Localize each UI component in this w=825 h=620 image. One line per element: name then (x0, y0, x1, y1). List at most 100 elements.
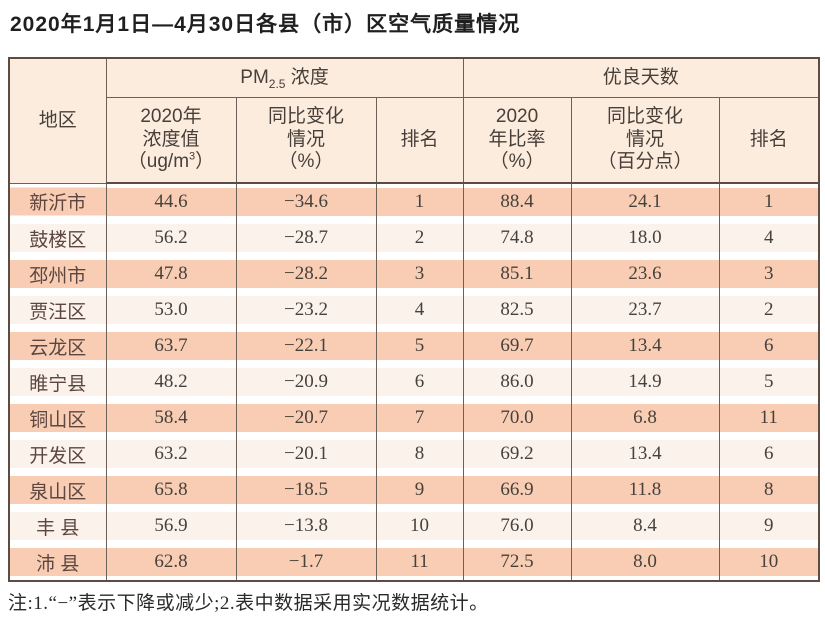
days-rank-cell: 2 (718, 292, 820, 328)
pm-change-cell: −20.1 (235, 436, 377, 472)
table-row: 丰 县 56.9 −13.8 10 76.0 8.4 9 (8, 508, 820, 544)
days-rank-cell: 4 (718, 220, 820, 256)
days-rate-cell: 86.0 (462, 364, 572, 400)
days-change-cell: 13.4 (570, 328, 720, 364)
table-row: 鼓楼区 56.2 −28.7 2 74.8 18.0 4 (8, 220, 820, 256)
days-rate-cell: 70.0 (462, 400, 572, 436)
pm-rank-cell: 3 (375, 256, 464, 292)
days-rank-cell: 1 (718, 183, 820, 220)
days-change-cell: 14.9 (570, 364, 720, 400)
region-cell: 贾汪区 (8, 292, 107, 328)
days-rate-cell: 74.8 (462, 220, 572, 256)
days-rank-cell: 5 (718, 364, 820, 400)
pm-change-cell: −34.6 (235, 183, 377, 220)
header-pm-change: 同比变化 情况 （%） (235, 97, 377, 184)
pm-value-cell: 58.4 (105, 400, 237, 436)
days-change-cell: 11.8 (570, 472, 720, 508)
table-row: 邳州市 47.8 −28.2 3 85.1 23.6 3 (8, 256, 820, 292)
region-cell: 云龙区 (8, 328, 107, 364)
table-row: 贾汪区 53.0 −23.2 4 82.5 23.7 2 (8, 292, 820, 328)
table-body: 新沂市 44.6 −34.6 1 88.4 24.1 1 鼓楼区 56.2 −2… (8, 183, 820, 581)
region-cell: 鼓楼区 (8, 220, 107, 256)
pm-value-cell: 56.2 (105, 220, 237, 256)
days-rate-cell: 72.5 (462, 544, 572, 581)
table-row: 新沂市 44.6 −34.6 1 88.4 24.1 1 (8, 183, 820, 220)
days-rate-cell: 88.4 (462, 183, 572, 220)
pm-change-cell: −18.5 (235, 472, 377, 508)
days-change-cell: 23.7 (570, 292, 720, 328)
days-change-cell: 6.8 (570, 400, 720, 436)
cubic-superscript: 3 (189, 150, 196, 163)
header-pm-rank: 排名 (375, 97, 464, 184)
header-region: 地区 (8, 57, 107, 184)
region-cell: 睢宁县 (8, 364, 107, 400)
days-rate-cell: 66.9 (462, 472, 572, 508)
days-rank-cell: 6 (718, 328, 820, 364)
header-sub-row: 2020年 浓度值 （ug/m3） 同比变化 情况 （%） 排名 2020 年比… (9, 97, 820, 184)
pm-value-cell: 47.8 (105, 256, 237, 292)
pm-value-cell: 63.7 (105, 328, 237, 364)
table-row: 云龙区 63.7 −22.1 5 69.7 13.4 6 (8, 328, 820, 364)
pm-rank-cell: 2 (375, 220, 464, 256)
header-group-pm25: PM2.5 浓度 (105, 57, 464, 98)
region-cell: 丰 县 (8, 508, 107, 544)
page-title: 2020年1月1日—4月30日各县（市）区空气质量情况 (10, 13, 521, 36)
pm-change-cell: −1.7 (235, 544, 377, 581)
days-change-cell: 13.4 (570, 436, 720, 472)
days-change-cell: 8.4 (570, 508, 720, 544)
table-header: 地区 PM2.5 浓度 优良天数 2020年 浓度值 （ug/m3） 同比变化 … (8, 57, 820, 184)
pm-change-cell: −13.8 (235, 508, 377, 544)
header-pm-value: 2020年 浓度值 （ug/m3） (105, 97, 237, 184)
days-rate-cell: 69.7 (462, 328, 572, 364)
pm-rank-cell: 10 (375, 508, 464, 544)
pm-value-cell: 53.0 (105, 292, 237, 328)
pm-value-cell: 65.8 (105, 472, 237, 508)
header-days-rank: 排名 (718, 97, 820, 184)
pm-change-cell: −23.2 (235, 292, 377, 328)
pm-change-cell: −20.7 (235, 400, 377, 436)
header-group-row: 地区 PM2.5 浓度 优良天数 (8, 57, 820, 184)
table-row: 沛 县 62.8 −1.7 11 72.5 8.0 10 (8, 544, 820, 581)
table-row: 开发区 63.2 −20.1 8 69.2 13.4 6 (8, 436, 820, 472)
region-cell: 沛 县 (8, 544, 107, 581)
days-rank-cell: 6 (718, 436, 820, 472)
days-rate-cell: 82.5 (462, 292, 572, 328)
days-rate-cell: 85.1 (462, 256, 572, 292)
pm-change-cell: −20.9 (235, 364, 377, 400)
pm-change-cell: −28.7 (235, 220, 377, 256)
days-change-cell: 23.6 (570, 256, 720, 292)
header-group-good-days: 优良天数 (462, 57, 820, 98)
days-rank-cell: 3 (718, 256, 820, 292)
pm-rank-cell: 9 (375, 472, 464, 508)
table-row: 铜山区 58.4 −20.7 7 70.0 6.8 11 (8, 400, 820, 436)
pm-change-cell: −28.2 (235, 256, 377, 292)
pm-rank-cell: 4 (375, 292, 464, 328)
pm25-subscript: 2.5 (268, 76, 286, 91)
header-days-rate: 2020 年比率 （%） (462, 97, 572, 184)
pm-rank-cell: 1 (375, 183, 464, 220)
days-rank-cell: 11 (718, 400, 820, 436)
region-cell: 泉山区 (8, 472, 107, 508)
days-change-cell: 24.1 (570, 183, 720, 220)
region-cell: 邳州市 (8, 256, 107, 292)
pm-value-cell: 62.8 (105, 544, 237, 581)
pm-rank-cell: 6 (375, 364, 464, 400)
air-quality-table: 地区 PM2.5 浓度 优良天数 2020年 浓度值 （ug/m3） 同比变化 … (8, 57, 821, 582)
pm-value-cell: 44.6 (105, 183, 237, 220)
days-change-cell: 8.0 (570, 544, 720, 581)
table-row: 泉山区 65.8 −18.5 9 66.9 11.8 8 (8, 472, 820, 508)
days-rank-cell: 8 (718, 472, 820, 508)
days-rank-cell: 10 (718, 544, 820, 581)
header-days-change: 同比变化 情况 （百分点） (570, 97, 720, 184)
region-cell: 开发区 (8, 436, 107, 472)
pm-value-cell: 48.2 (105, 364, 237, 400)
pm-rank-cell: 5 (375, 328, 464, 364)
days-rate-cell: 76.0 (462, 508, 572, 544)
pm-rank-cell: 8 (375, 436, 464, 472)
pm-value-cell: 56.9 (105, 508, 237, 544)
region-cell: 铜山区 (8, 400, 107, 436)
footnote: 注:1.“−”表示下降或减少;2.表中数据采用实况数据统计。 (8, 593, 489, 614)
days-change-cell: 18.0 (570, 220, 720, 256)
days-rate-cell: 69.2 (462, 436, 572, 472)
pm-rank-cell: 11 (375, 544, 464, 581)
